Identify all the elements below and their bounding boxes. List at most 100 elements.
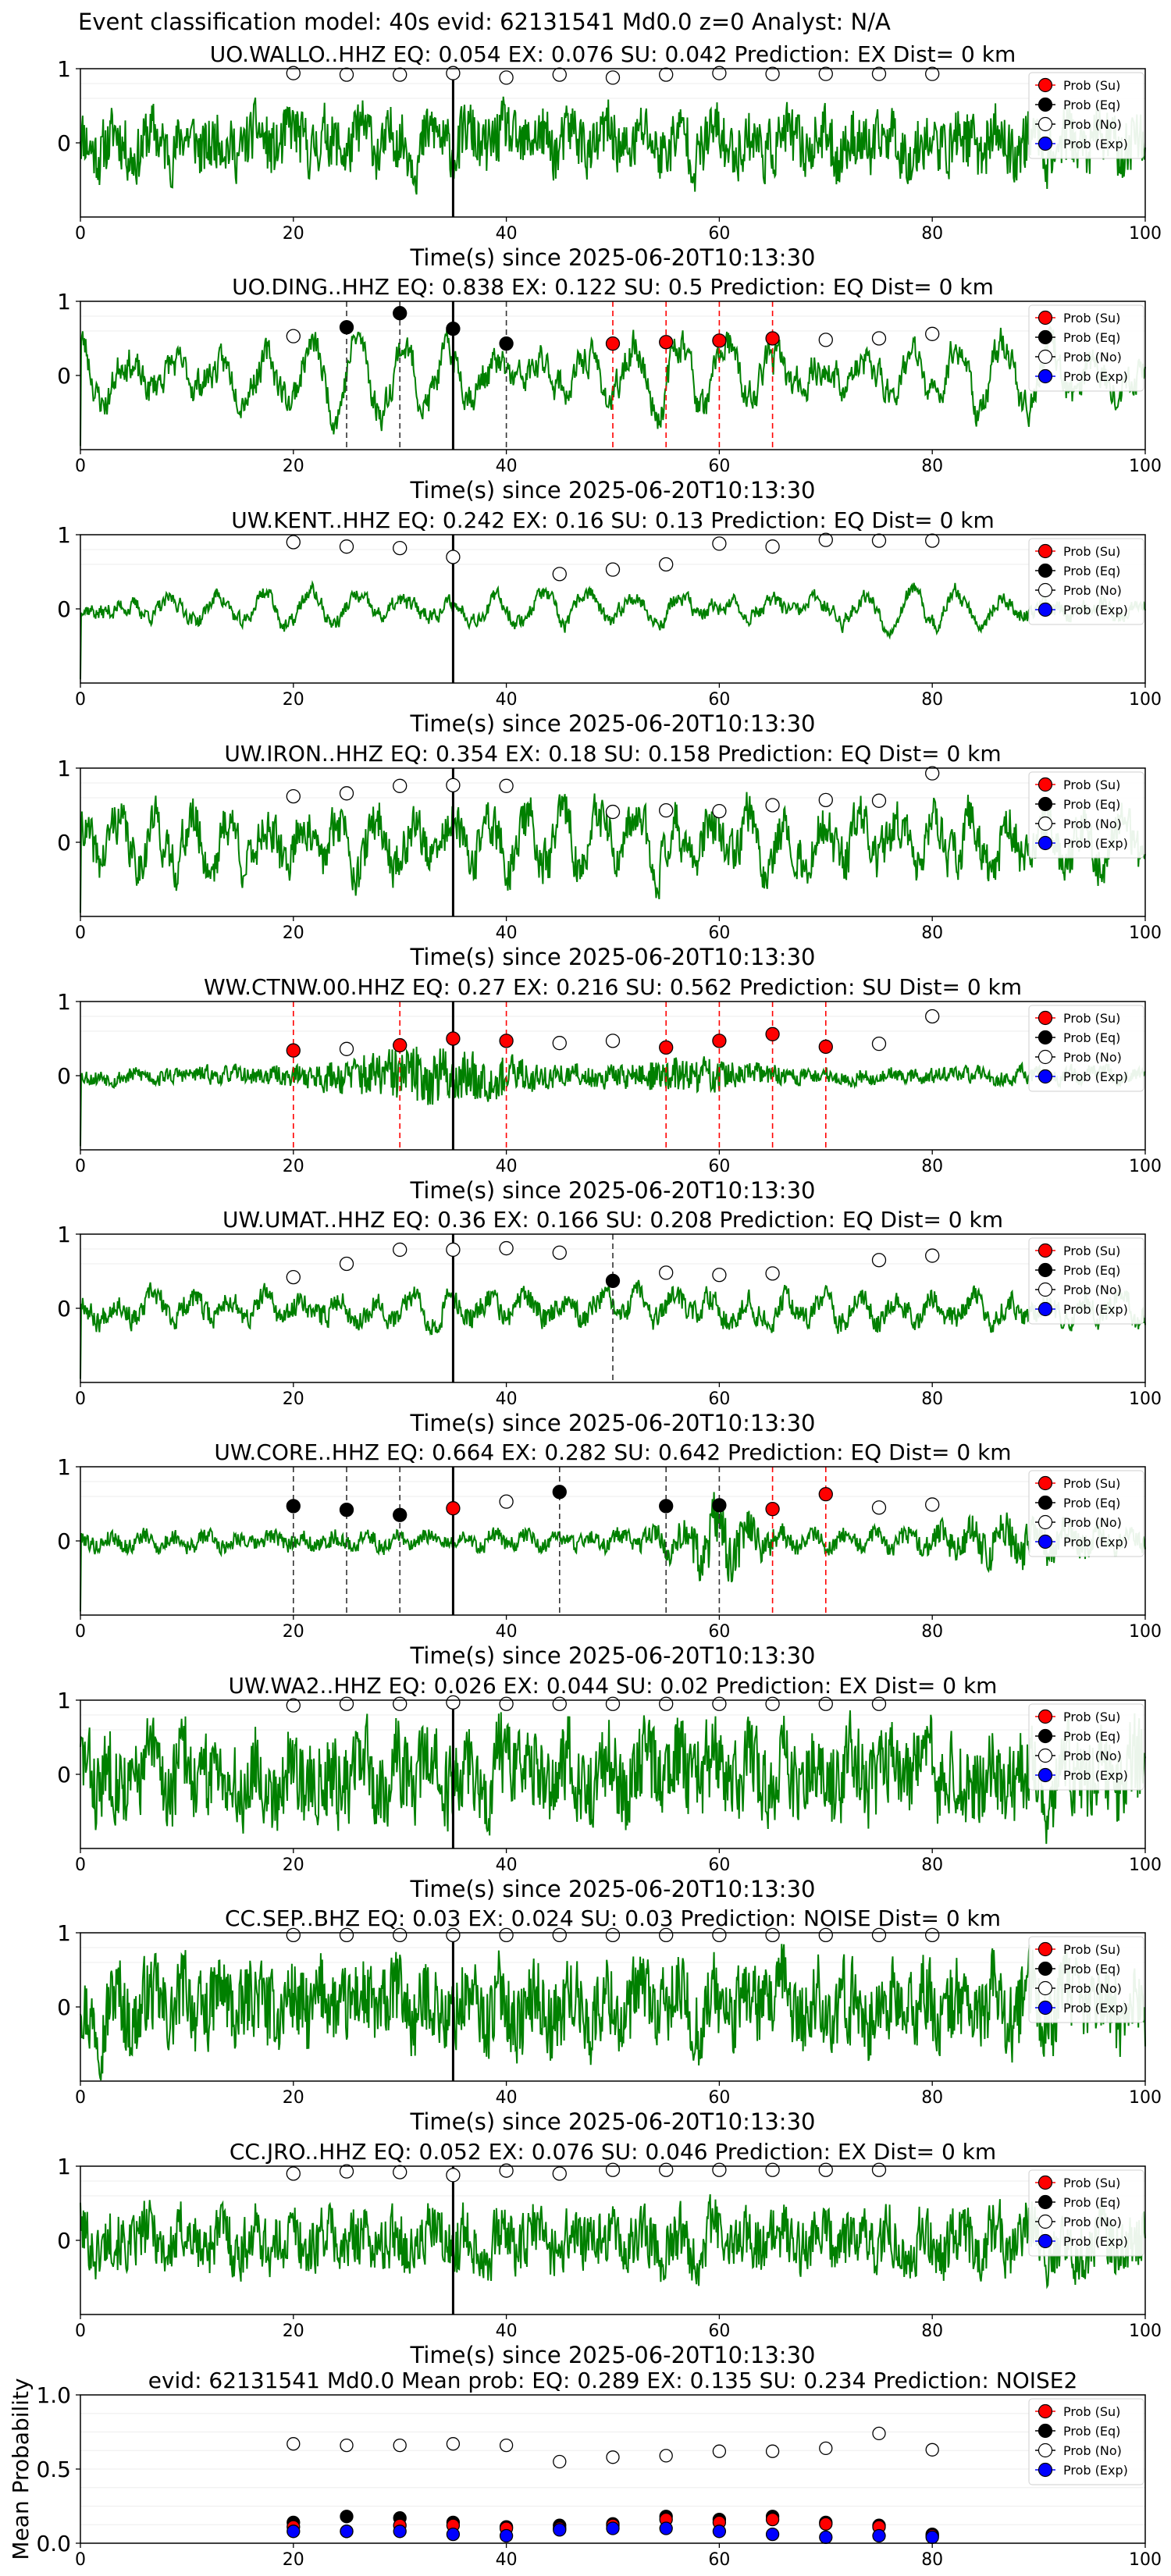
legend-label-eq: Prob (Eq)	[1063, 564, 1120, 578]
legend-marker-su	[1038, 310, 1053, 326]
x-tick-label: 100	[1129, 2322, 1162, 2341]
legend-marker-eq	[1038, 2194, 1053, 2210]
x-tick-label: 60	[708, 690, 730, 710]
prob-marker-no	[659, 1696, 674, 1711]
prob-marker-no	[499, 1494, 514, 1509]
y-tick-label: 1	[57, 289, 71, 315]
legend-marker-exp	[1038, 602, 1053, 617]
x-axis-label: Time(s) since 2025-06-20T10:13:30	[410, 2342, 816, 2368]
legend-marker-no	[1038, 1980, 1053, 1996]
legend-label-eq: Prob (Eq)	[1063, 1263, 1120, 1278]
legend-marker-exp	[1038, 1301, 1053, 1317]
panel-title: UW.WA2..HHZ EQ: 0.026 EX: 0.044 SU: 0.02…	[229, 1673, 998, 1699]
station-panel: UO.DING..HHZ EQ: 0.838 EX: 0.122 SU: 0.5…	[57, 274, 1162, 503]
prob-marker-no	[286, 2166, 301, 2181]
y-tick-label: 1	[57, 522, 71, 548]
mean-marker-exp	[765, 2527, 780, 2542]
y-tick-label: 0	[57, 1762, 71, 1788]
legend-marker-no	[1038, 582, 1053, 598]
legend-marker-su	[1038, 2403, 1053, 2419]
prob-marker-eq	[659, 1499, 674, 1514]
x-tick-label: 100	[1129, 2088, 1162, 2108]
prob-marker-no	[818, 2162, 833, 2177]
panels-group: UO.WALLO..HHZ EQ: 0.054 EX: 0.076 SU: 0.…	[8, 41, 1162, 2570]
prob-marker-no	[339, 67, 354, 82]
legend-label-exp: Prob (Exp)	[1063, 2001, 1128, 2016]
prob-marker-no	[446, 2168, 461, 2183]
mean-marker-no	[765, 2444, 780, 2458]
legend-marker-no	[1038, 816, 1053, 831]
prob-marker-no	[393, 1242, 408, 1258]
mean-marker-exp	[499, 2528, 514, 2543]
axes-frame	[80, 1932, 1146, 2082]
legend-marker-eq	[1038, 97, 1053, 112]
prob-marker-no	[552, 1245, 567, 1260]
station-panel: WW.CTNW.00.HHZ EQ: 0.27 EX: 0.216 SU: 0.…	[57, 974, 1162, 1204]
prob-marker-su	[765, 331, 780, 346]
axes-frame	[80, 1699, 1146, 1849]
prob-marker-no	[499, 1696, 514, 1711]
station-panel: CC.SEP..BHZ EQ: 0.03 EX: 0.024 SU: 0.03 …	[57, 1905, 1162, 2135]
legend-marker-no	[1038, 2214, 1053, 2229]
x-tick-label: 100	[1129, 1157, 1162, 1176]
prob-marker-no	[925, 533, 940, 548]
prob-marker-su	[659, 1040, 674, 1055]
prob-marker-su	[605, 336, 621, 351]
prob-marker-su	[712, 1034, 727, 1048]
x-tick-label: 0	[75, 1157, 86, 1176]
legend-marker-su	[1038, 2175, 1053, 2190]
legend-label-exp: Prob (Exp)	[1063, 1535, 1128, 1550]
legend-marker-eq	[1038, 1961, 1053, 1976]
legend-label-eq: Prob (Eq)	[1063, 2424, 1120, 2439]
x-tick-label: 60	[708, 224, 730, 244]
prob-marker-no	[605, 804, 621, 820]
legend-marker-no	[1038, 1748, 1053, 1763]
legend-marker-eq	[1038, 1262, 1053, 1278]
waveform-trace	[80, 96, 1146, 195]
prob-marker-no	[605, 1696, 621, 1711]
axes-frame	[80, 2394, 1146, 2544]
prob-marker-no	[871, 2162, 887, 2177]
x-axis-label: Time(s) since 2025-06-20T10:13:30	[410, 1876, 816, 1902]
prob-marker-no	[499, 778, 514, 793]
prob-marker-su	[712, 333, 727, 348]
prob-marker-no	[286, 66, 301, 80]
x-axis-label: Time(s) since 2025-06-20T10:13:30	[410, 944, 816, 970]
x-axis-label: Time(s) since 2025-06-20T10:13:30	[410, 1642, 816, 1669]
prob-marker-no	[393, 540, 408, 556]
y-tick-label: 0	[57, 596, 71, 622]
axes-frame	[80, 68, 1146, 218]
legend-label-no: Prob (No)	[1063, 1981, 1122, 1996]
legend-label-eq: Prob (Eq)	[1063, 797, 1120, 812]
prob-marker-no	[605, 1034, 621, 1048]
waveform-trace	[80, 1710, 1146, 1845]
legend-marker-no	[1038, 1514, 1053, 1530]
x-tick-label: 0	[75, 224, 86, 244]
y-tick-label: 1	[57, 1920, 71, 1946]
prob-marker-no	[605, 70, 621, 85]
mean-marker-exp	[393, 2524, 407, 2539]
x-tick-label: 40	[496, 224, 518, 244]
legend-marker-no	[1038, 1049, 1053, 1065]
legend-marker-eq	[1038, 563, 1053, 578]
legend-label-no: Prob (No)	[1063, 583, 1122, 598]
y-tick-label: 1.0	[36, 2382, 71, 2408]
legend-marker-su	[1038, 543, 1053, 559]
station-panel: UO.WALLO..HHZ EQ: 0.054 EX: 0.076 SU: 0.…	[57, 41, 1162, 271]
y-tick-label: 1	[57, 2154, 71, 2179]
legend-marker-su	[1038, 1941, 1053, 1957]
prob-marker-no	[659, 557, 674, 572]
legend-label-no: Prob (No)	[1063, 2215, 1122, 2229]
panel-title: UO.WALLO..HHZ EQ: 0.054 EX: 0.076 SU: 0.…	[210, 41, 1016, 67]
prob-marker-no	[765, 539, 780, 554]
legend-box	[1028, 771, 1144, 859]
prob-marker-no	[871, 1037, 887, 1051]
legend-marker-su	[1038, 1010, 1053, 1026]
legend-label-eq: Prob (Eq)	[1063, 1030, 1120, 1045]
x-tick-label: 60	[708, 2322, 730, 2341]
prob-marker-no	[871, 1696, 887, 1711]
x-tick-label: 20	[283, 1389, 304, 1409]
legend-label-su: Prob (Su)	[1063, 1011, 1120, 1026]
prob-marker-su	[818, 1487, 833, 1502]
prob-marker-no	[552, 2166, 567, 2181]
